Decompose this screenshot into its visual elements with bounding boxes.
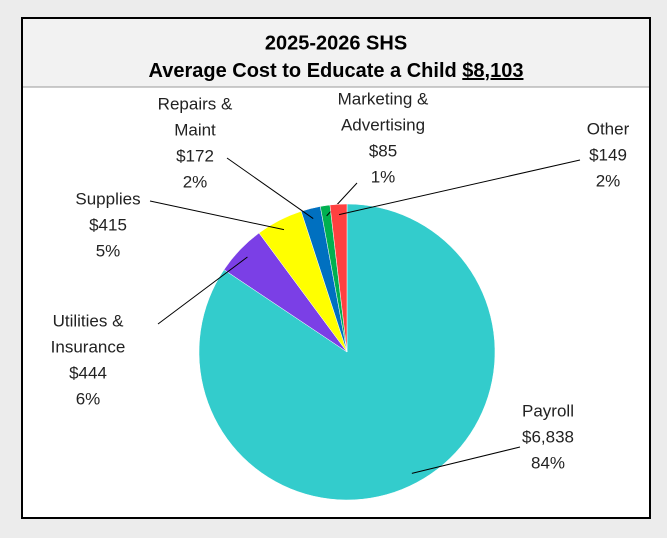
subtitle-text: Average Cost to Educate a Child — [149, 60, 457, 82]
value-label: $444 — [69, 363, 107, 382]
value-label: $149 — [589, 145, 627, 164]
slice-label: Advertising — [341, 115, 425, 134]
slice-label: Insurance — [51, 337, 126, 356]
leader-line — [157, 256, 248, 325]
slice-label: Other — [587, 119, 630, 138]
chart-subtitle: Average Cost to Educate a Child $8,103 — [149, 60, 524, 82]
value-label: $172 — [176, 146, 214, 165]
slice-label: Repairs & — [158, 94, 233, 113]
leader-line — [411, 446, 521, 474]
slice-label: Maint — [174, 120, 216, 139]
leader-line — [338, 159, 581, 216]
pie-slice — [329, 203, 348, 353]
slice-label: Supplies — [75, 189, 140, 208]
value-label: $85 — [369, 141, 397, 160]
percent-label: 6% — [76, 389, 101, 408]
value-label: $6,838 — [522, 427, 574, 446]
percent-label: 84% — [531, 453, 565, 472]
percent-label: 1% — [371, 167, 396, 186]
percent-label: 5% — [96, 241, 121, 260]
slice-label: Payroll — [522, 401, 574, 420]
leader-line — [226, 157, 314, 219]
value-label: $415 — [89, 215, 127, 234]
percent-label: 2% — [183, 172, 208, 191]
slice-label: Marketing & — [338, 89, 429, 108]
slice-label: Utilities & — [53, 311, 125, 330]
chart-title: 2025-2026 SHS — [265, 32, 407, 54]
leader-line — [149, 200, 285, 231]
percent-label: 2% — [596, 171, 621, 190]
title-band — [23, 19, 649, 87]
total-label: $8,103 — [462, 60, 523, 82]
